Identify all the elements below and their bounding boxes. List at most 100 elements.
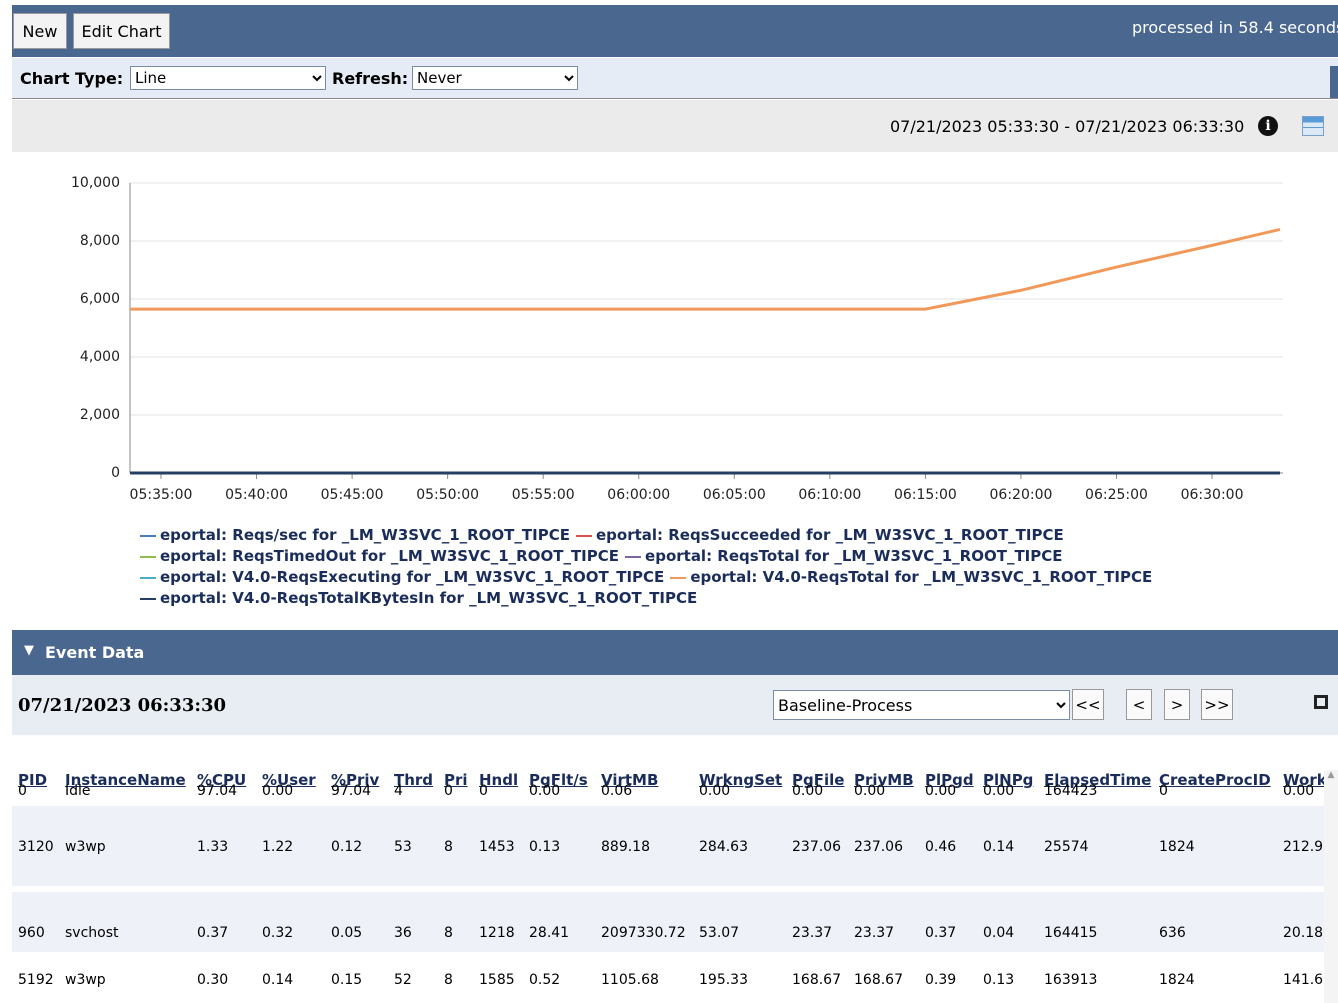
legend-swatch [140,534,156,537]
x-tick-label: 05:45:00 [321,487,384,503]
table-cell: 28.41 [529,925,570,941]
table-cell: w3wp [65,972,106,988]
column-header[interactable]: PgFlt/s [529,771,588,789]
legend-label: eportal: ReqsSucceeded for _LM_W3SVC_1_R… [595,526,1064,544]
x-tick-label: 06:10:00 [798,487,861,503]
column-header[interactable]: PlNPg [983,771,1034,789]
table-cell: 1218 [479,925,515,941]
legend-label: eportal: V4.0-ReqsTotal for _LM_W3SVC_1_… [690,568,1153,586]
column-header[interactable]: Pri [444,771,468,789]
x-tick-label: 06:30:00 [1181,487,1244,503]
nav-button[interactable]: < [1126,689,1152,720]
nav-button[interactable]: > [1164,689,1190,720]
column-header[interactable]: WrkngSet [699,771,783,789]
table-clip: PID InstanceName %CPU %User %Priv Thrd Pri Hndl… [0,735,1324,1003]
table-cell: 960 [18,925,45,941]
x-tick-label: 06:00:00 [607,487,670,503]
column-header[interactable]: PlPgd [925,771,974,789]
table-cell: 23.37 [854,925,895,941]
column-header[interactable]: PgFile [792,771,845,789]
legend-swatch [670,576,687,579]
table-cell: 168.67 [792,972,841,988]
legend-label: eportal: V4.0-ReqsTotalKBytesIn for _LM_… [160,589,698,607]
table-cell: 0 [479,783,488,799]
event-title[interactable]: Event Data [45,643,145,662]
table-icon[interactable] [1302,116,1324,136]
legend-swatch [575,534,592,537]
legend-entry: eportal: ReqsTotal for _LM_W3SVC_1_ROOT_… [625,547,1063,565]
new-button[interactable]: New [13,13,67,49]
legend-entry: eportal: Reqs/sec for _LM_W3SVC_1_ROOT_T… [140,526,570,544]
table-cell: 0.37 [197,925,229,941]
column-header[interactable]: Hndl [479,771,519,789]
column-header[interactable]: %User [262,771,316,789]
nav-button[interactable]: << [1072,689,1104,720]
column-header[interactable]: Work [1283,771,1324,789]
table-cell: 1.22 [262,839,294,855]
y-tick-label: 0 [111,465,120,481]
info-icon[interactable]: i [1258,116,1278,136]
table-cell: 20.18 [1283,925,1324,941]
table-cell: 1453 [479,839,515,855]
column-header[interactable]: %Priv [331,771,380,789]
x-tick-label: 05:35:00 [130,487,193,503]
column-header[interactable]: PID [18,771,48,789]
table-cell: 0 [1159,783,1168,799]
y-tick-label: 10,000 [71,175,120,191]
table-cell: 2097330.72 [601,925,686,941]
table-cell: 0.15 [331,972,363,988]
x-tick-label: 06:20:00 [990,487,1053,503]
column-header[interactable]: CreateProcID [1159,771,1271,789]
table-cell: 0.30 [197,972,229,988]
table-cell: 0 [18,783,27,799]
column-header[interactable]: %CPU [197,771,247,789]
table-cell: 1.33 [197,839,229,855]
table-cell: 1585 [479,972,515,988]
legend-entry: eportal: V4.0-ReqsExecuting for _LM_W3SV… [140,568,664,586]
table-cell: 8 [444,839,453,855]
table-cell: 1105.68 [601,972,659,988]
table-cell: 0.00 [792,783,824,799]
table-cell: 5192 [18,972,54,988]
table-cell: 0.00 [1283,783,1315,799]
table-cell: 0.32 [262,925,294,941]
table-cell: 1824 [1159,839,1195,855]
chart-type-select[interactable]: Line [130,66,326,90]
event-bar: ▼ Event Data [12,630,1338,675]
range-bar: 07/21/2023 05:33:30 - 07/21/2023 06:33:3… [12,100,1338,152]
column-header[interactable]: InstanceName [65,771,186,789]
table-cell: 4 [394,783,403,799]
column-header[interactable]: VirtMB [601,771,659,789]
column-header[interactable]: PrivMB [854,771,914,789]
table-cell: svchost [65,925,119,941]
edit-chart-button[interactable]: Edit Chart [73,13,170,49]
legend-entry: eportal: ReqsTimedOut for _LM_W3SVC_1_RO… [140,547,619,565]
column-header[interactable]: Thrd [394,771,434,789]
table-cell: 97.04 [331,783,372,799]
export-icon[interactable] [1314,695,1328,709]
x-tick-label: 05:50:00 [416,487,479,503]
table-cell: 0.13 [983,972,1015,988]
chart: 0 2,000 4,000 6,000 8,000 10,000 05:35:00 05:40… [71,175,1283,503]
date-range: 07/21/2023 05:33:30 - 07/21/2023 06:33:3… [890,117,1245,136]
side-strip [1330,66,1338,98]
table-cell: 53.07 [699,925,740,941]
table-cell: 0.13 [529,839,561,855]
nav-button[interactable]: >> [1201,689,1233,720]
table-cell: 237.06 [854,839,903,855]
table-cell: 237.06 [792,839,841,855]
event-header: 07/21/2023 06:33:30 Baseline-Process << <… [12,675,1338,735]
table-cell: Idle [65,783,91,799]
column-header[interactable]: ElapsedTime [1044,771,1152,789]
view-select[interactable]: Baseline-Process [773,690,1070,720]
table-cell: 53 [394,839,412,855]
table-cell: 97.04 [197,783,238,799]
table-cell: 212.9 [1283,839,1324,855]
legend-label: eportal: V4.0-ReqsExecuting for _LM_W3SV… [160,568,665,586]
x-tick-label: 06:15:00 [894,487,957,503]
refresh-select[interactable]: Never [412,66,578,90]
event-toggle[interactable]: ▼ [24,643,34,658]
legend-label: eportal: ReqsTotal for _LM_W3SVC_1_ROOT_… [645,547,1063,565]
table-cell: 0.52 [529,972,561,988]
table-cell: 168.67 [854,972,903,988]
